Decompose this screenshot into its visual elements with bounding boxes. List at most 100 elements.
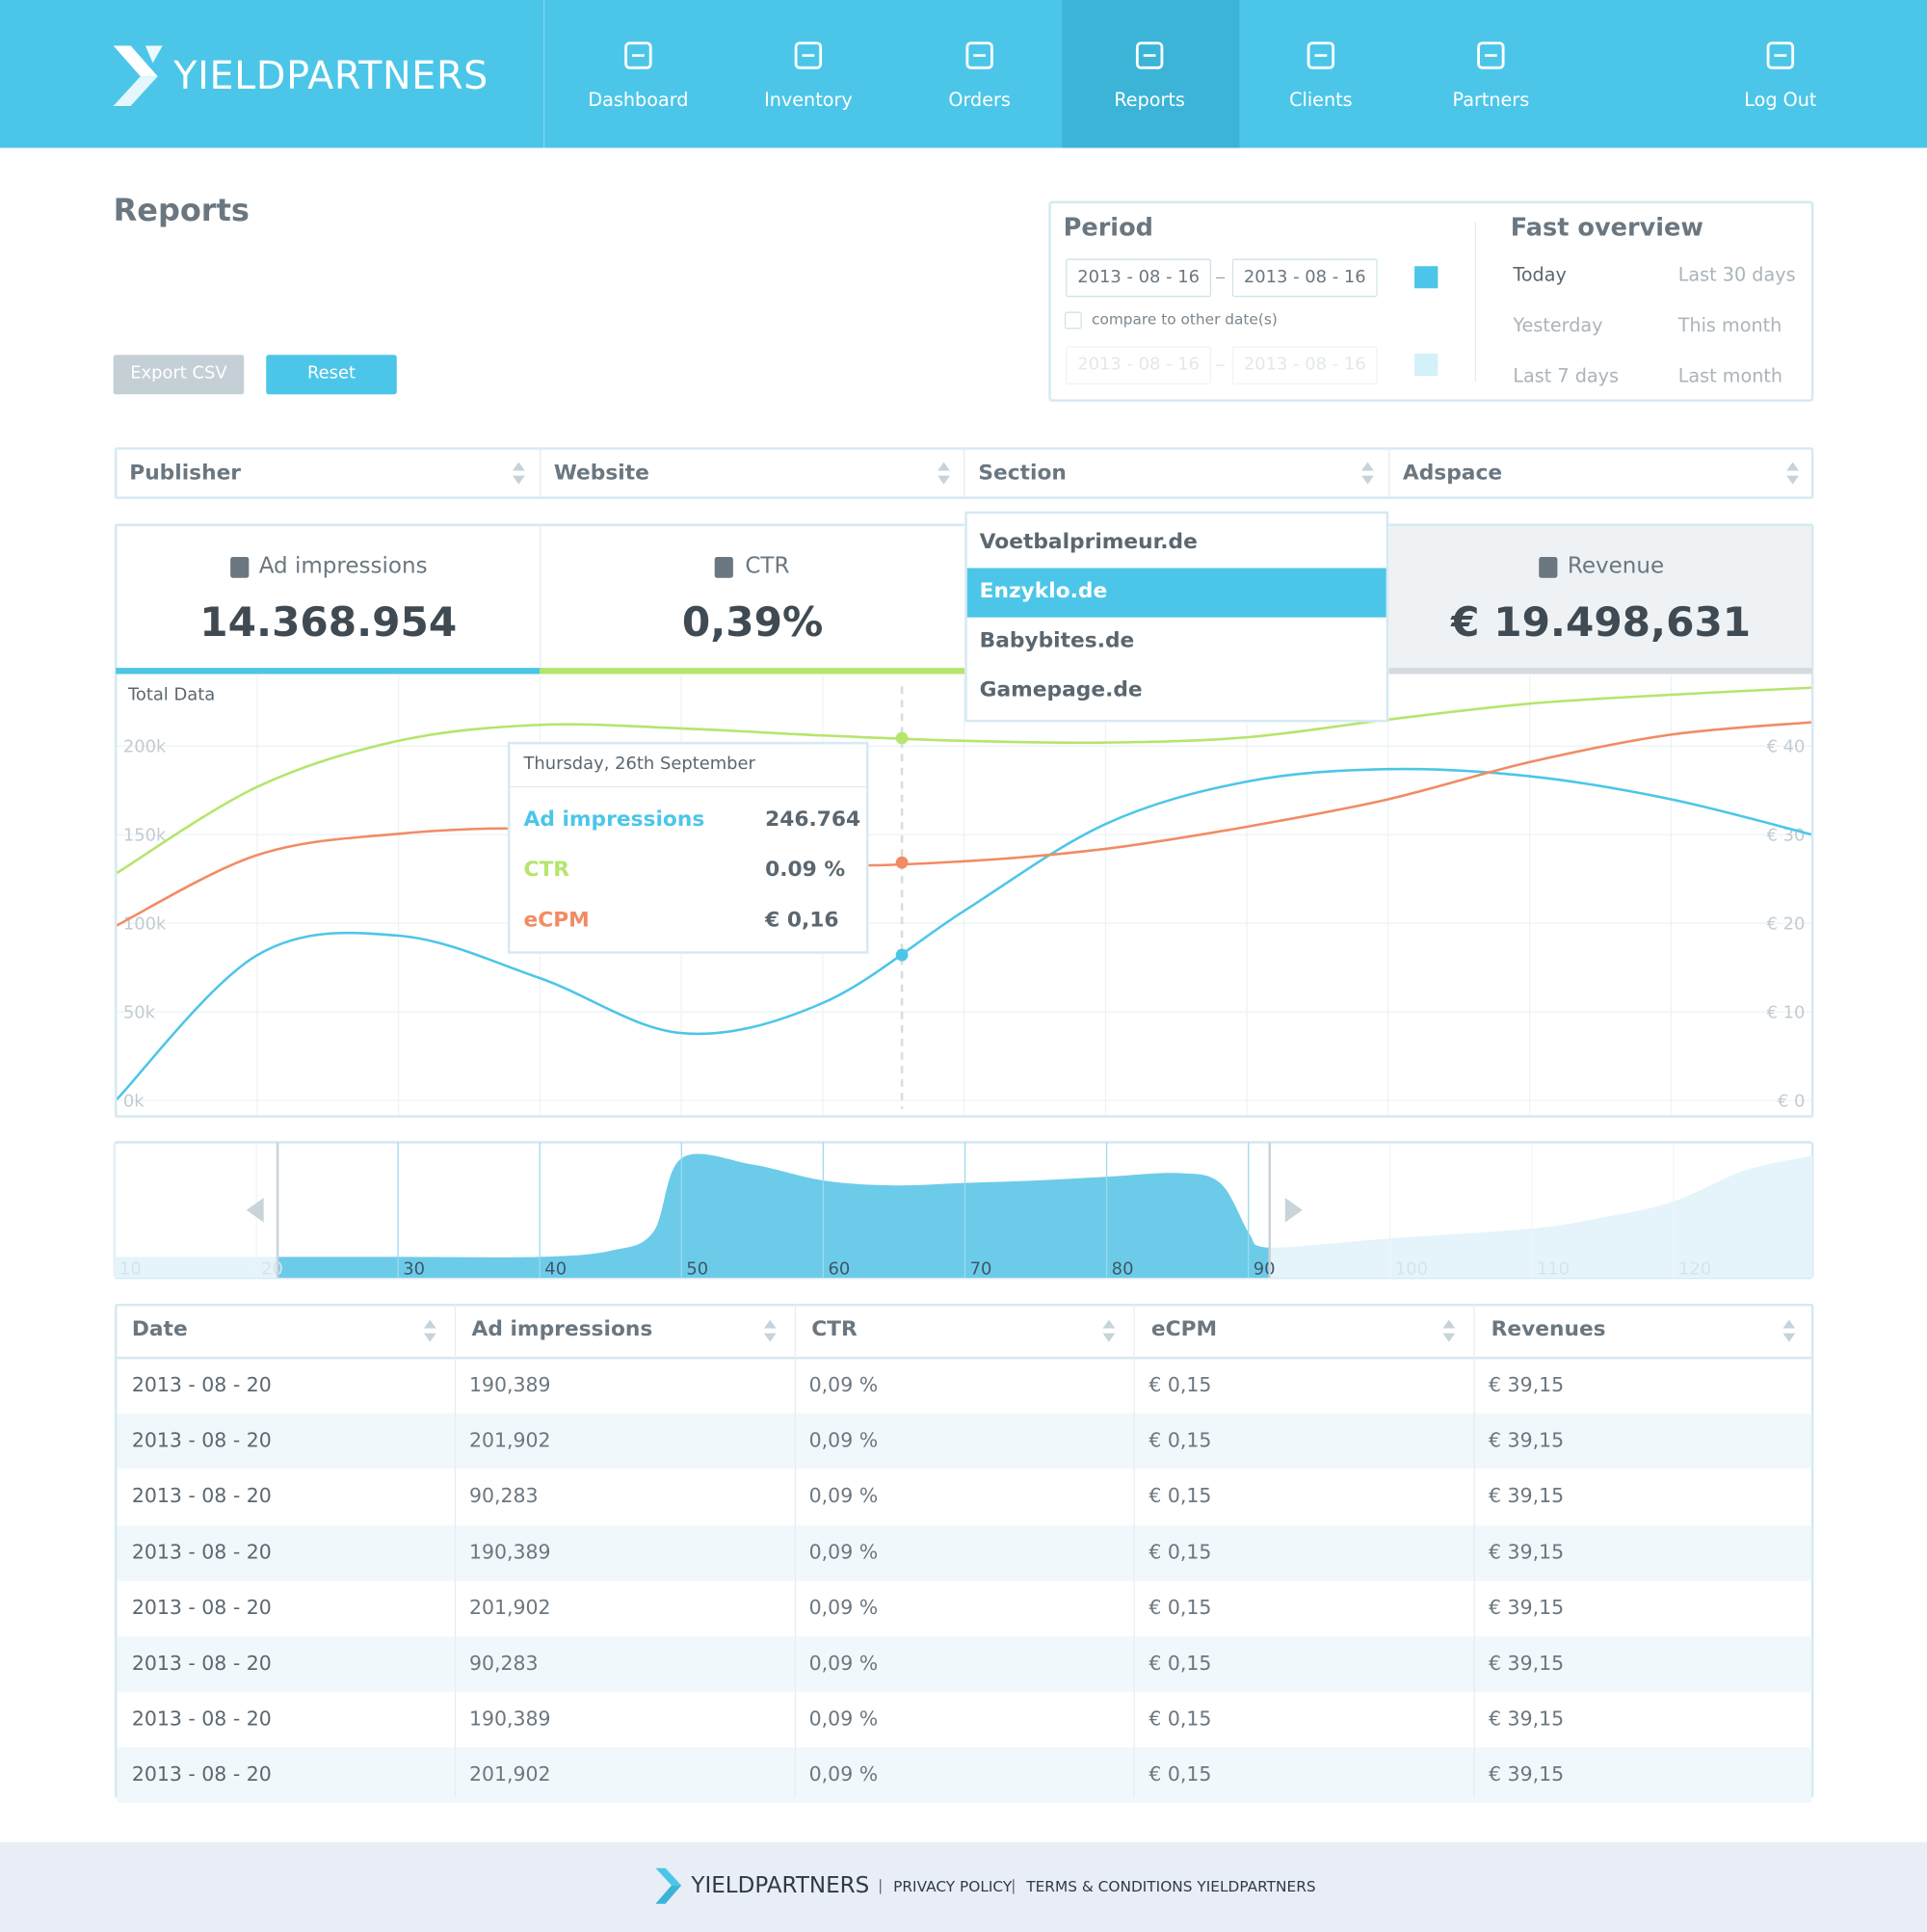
table-column-divider: [1473, 1303, 1475, 1798]
sort-arrows[interactable]: [512, 459, 526, 489]
button-label[interactable]: Export CSV: [130, 363, 227, 384]
fast-overview-option[interactable]: Last 30 days: [1677, 263, 1796, 286]
dropdown-option[interactable]: Enzyklo.de: [979, 579, 1108, 604]
nav-item[interactable]: Clients: [1289, 89, 1353, 112]
nav-icon: [1766, 41, 1795, 69]
sort-down: [423, 1333, 436, 1342]
date-input[interactable]: [1231, 258, 1378, 298]
table-cell: 90,283: [468, 1651, 539, 1675]
footer-link[interactable]: PRIVACY POLICY: [893, 1877, 1013, 1895]
table-cell: € 0,15: [1148, 1707, 1212, 1731]
dropdown-option[interactable]: Gamepage.de: [979, 677, 1143, 702]
tooltip-value: 246.764: [765, 807, 861, 833]
nav-item[interactable]: Reports: [1114, 89, 1185, 112]
sort-arrows[interactable]: [1782, 1316, 1796, 1346]
sort-down: [1785, 475, 1799, 485]
date-text[interactable]: 2013 - 08 - 16: [1243, 267, 1366, 287]
sort-up: [1361, 462, 1374, 471]
sort-arrows[interactable]: [1441, 1316, 1456, 1346]
table-header[interactable]: CTR: [811, 1317, 858, 1342]
chart-title: Total Data: [127, 684, 215, 704]
navigator-tick-label: 50: [686, 1258, 708, 1279]
filter-label[interactable]: Adspace: [1402, 461, 1503, 486]
table-header[interactable]: Ad impressions: [471, 1317, 653, 1342]
kpi-value: 0,39%: [681, 597, 824, 647]
sort-down: [1782, 1333, 1796, 1342]
sort-arrows[interactable]: [762, 1316, 777, 1346]
apply-button[interactable]: [1414, 266, 1439, 289]
filter-label[interactable]: Website: [553, 461, 649, 486]
table-cell: 0,09 %: [808, 1484, 879, 1508]
fast-overview-option[interactable]: This month: [1677, 314, 1782, 337]
checkbox[interactable]: [1064, 311, 1082, 330]
date-input[interactable]: [1066, 346, 1212, 384]
hover-dot: [895, 856, 909, 869]
navigator-tick-label: 120: [1678, 1258, 1711, 1279]
nav-item[interactable]: Log Out: [1744, 89, 1817, 112]
table-cell: 2013 - 08 - 20: [131, 1707, 272, 1731]
kpi-value: € 19.498,631: [1451, 597, 1752, 647]
sort-arrows[interactable]: [1360, 459, 1375, 489]
table-cell: € 39,15: [1489, 1428, 1565, 1452]
table-cell: € 0,15: [1148, 1651, 1212, 1675]
sort-up: [423, 1319, 436, 1329]
sort-arrows[interactable]: [422, 1316, 436, 1346]
table-cell: 0,09 %: [808, 1428, 879, 1452]
button[interactable]: Reset: [266, 355, 397, 395]
nav-item[interactable]: Partners: [1452, 89, 1530, 112]
table-cell: € 0,15: [1148, 1539, 1212, 1564]
compare-label[interactable]: compare to other date(s): [1092, 310, 1278, 329]
sort-arrows[interactable]: [936, 459, 950, 489]
date-input[interactable]: [1231, 346, 1378, 384]
fast-overview-option[interactable]: Today: [1513, 263, 1567, 286]
apply-button[interactable]: [1414, 354, 1439, 377]
table-cell: 190,389: [468, 1372, 551, 1396]
nav-item[interactable]: Orders: [948, 89, 1011, 112]
navigator-tick-label: 10: [119, 1258, 142, 1279]
table-cell: 2013 - 08 - 20: [131, 1595, 272, 1620]
logo-part: [655, 1867, 682, 1886]
table-header[interactable]: eCPM: [1150, 1317, 1218, 1342]
fast-overview-option[interactable]: Yesterday: [1513, 314, 1603, 337]
table-cell: € 0,15: [1148, 1484, 1212, 1508]
kpi-underline: [540, 668, 965, 675]
footer-logo-mark: [655, 1867, 682, 1904]
date-text[interactable]: 2013 - 08 - 16: [1243, 355, 1366, 375]
date-text[interactable]: 2013 - 08 - 16: [1077, 267, 1201, 287]
dropdown-option[interactable]: Voetbalprimeur.de: [979, 529, 1198, 555]
table-cell: 0,09 %: [808, 1707, 879, 1731]
table-cell: € 39,15: [1489, 1595, 1565, 1620]
button-label[interactable]: Reset: [306, 363, 356, 384]
y-tick-label: 100k: [123, 914, 167, 935]
header-bar: [0, 0, 1927, 148]
footer-logo[interactable]: YIELDPARTNERS: [691, 1872, 870, 1899]
sort-down: [763, 1333, 777, 1342]
y-tick-label: 0k: [123, 1091, 145, 1111]
logo-text[interactable]: YIELDPARTNERS: [173, 54, 488, 99]
kpi-label: CTR: [745, 553, 790, 580]
table-cell: 2013 - 08 - 20: [131, 1539, 272, 1564]
sort-arrows[interactable]: [1102, 1316, 1117, 1346]
nav-item[interactable]: Dashboard: [588, 89, 689, 112]
table-cell: 2013 - 08 - 20: [131, 1484, 272, 1508]
table-cell: 201,902: [468, 1595, 551, 1620]
button[interactable]: Export CSV: [113, 355, 245, 395]
fast-overview-option[interactable]: Last month: [1677, 364, 1783, 387]
date-dash: [1216, 364, 1226, 366]
table-column-divider: [794, 1303, 796, 1798]
table-header[interactable]: Revenues: [1491, 1317, 1606, 1342]
date-input[interactable]: [1066, 258, 1212, 298]
sort-up: [512, 462, 525, 471]
table-cell: € 39,15: [1489, 1707, 1565, 1731]
nav-item[interactable]: Inventory: [764, 89, 853, 112]
dropdown-option[interactable]: Babybites.de: [979, 628, 1135, 653]
date-text[interactable]: 2013 - 08 - 16: [1077, 355, 1201, 375]
sort-arrows[interactable]: [1784, 459, 1799, 489]
table-header[interactable]: Date: [131, 1317, 188, 1342]
filter-label[interactable]: Section: [978, 461, 1067, 486]
table-cell: 2013 - 08 - 20: [131, 1651, 272, 1675]
fast-overview-option[interactable]: Last 7 days: [1513, 364, 1620, 387]
footer-link[interactable]: TERMS & CONDITIONS YIELDPARTNERS: [1026, 1877, 1316, 1895]
filter-label[interactable]: Publisher: [129, 461, 242, 486]
